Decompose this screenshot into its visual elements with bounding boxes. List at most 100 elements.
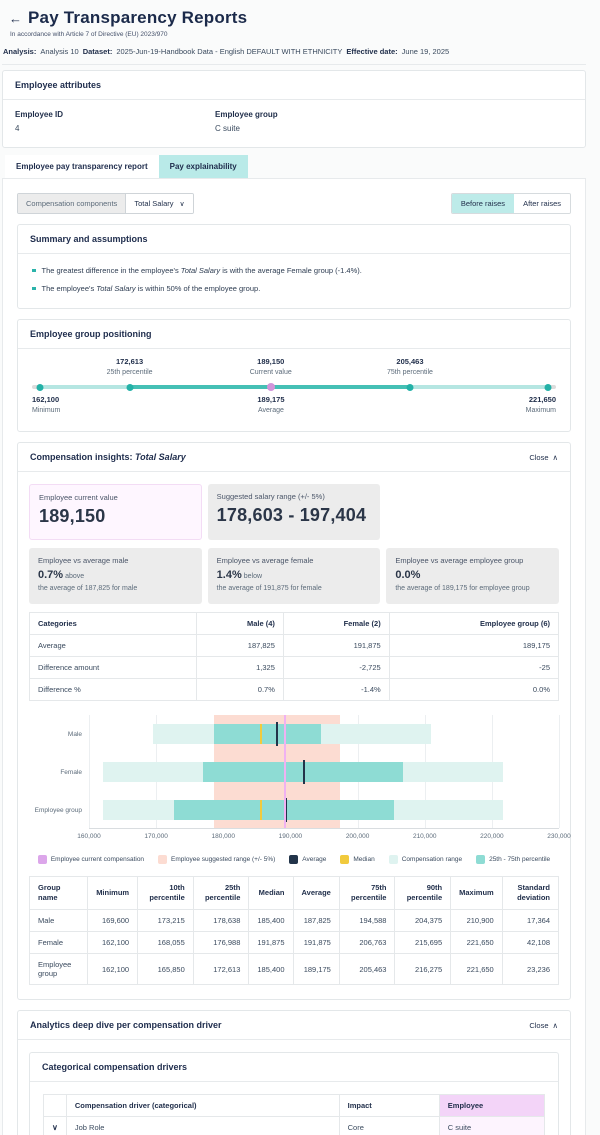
x-axis-tick-label: 210,000 xyxy=(412,833,437,840)
slider-marker-current: 189,150 Current value xyxy=(249,357,292,376)
table-cell: Female xyxy=(28,931,89,955)
effective-date-label: Effective date: xyxy=(346,47,398,56)
employee-current-value: 189,150 xyxy=(39,506,106,526)
before-raises-button[interactable]: Before raises xyxy=(451,194,515,213)
average-mark xyxy=(284,798,287,822)
tab-content-panel: Compensation components Total Salary ∨ B… xyxy=(2,178,586,1135)
x-axis-tick-label: 160,000 xyxy=(77,833,101,840)
employee-attributes-title: Employee attributes xyxy=(3,71,585,100)
after-raises-button[interactable]: After raises xyxy=(514,194,570,213)
expand-chevron-icon[interactable]: ∨ xyxy=(43,1116,67,1135)
table-cell: 17,364 xyxy=(501,909,560,933)
group-positioning-title: Employee group positioning xyxy=(18,320,570,349)
group-positioning-slider[interactable]: 172,613 25th percentile 189,150 Current val… xyxy=(32,357,556,419)
compensation-components-value: Total Salary xyxy=(134,199,174,208)
chart-row-female xyxy=(89,753,559,791)
column-header: Median xyxy=(248,875,294,911)
table-row: Difference % 0.7% -1.4% 0.0% xyxy=(29,678,560,701)
insights-close-button[interactable]: Close ∧ xyxy=(529,452,559,462)
table-cell: 168,055 xyxy=(137,931,194,955)
iqr-bar xyxy=(203,762,403,782)
dataset-label: Dataset: xyxy=(82,47,113,56)
median-mark xyxy=(259,800,262,820)
column-header: Group name xyxy=(28,875,89,911)
iqr-bar xyxy=(214,724,322,744)
table-cell: 173,215 xyxy=(137,909,194,933)
legend-swatch-icon xyxy=(340,855,350,864)
tab-pay-explainability[interactable]: Pay explainability xyxy=(158,155,248,178)
bullet-icon xyxy=(32,268,36,272)
table-cell: 185,400 xyxy=(248,909,294,933)
chevron-up-icon: ∧ xyxy=(552,452,559,462)
employee-value-cell: C suite xyxy=(438,1116,546,1135)
legend-swatch-icon xyxy=(289,855,299,864)
column-header: Male (4) xyxy=(195,612,284,635)
compensation-components-select[interactable]: Total Salary ∨ xyxy=(126,194,193,213)
chart-category-label: Male xyxy=(67,730,82,738)
page-header: ← Pay Transparency Reports In accordance… xyxy=(2,0,586,38)
bullet-icon xyxy=(32,286,36,290)
column-header: Minimum xyxy=(87,875,139,911)
slider-dot-min xyxy=(36,383,44,391)
table-cell: 221,650 xyxy=(450,953,503,986)
column-header: 10th percentile xyxy=(137,875,194,911)
employee-attributes-card: Employee attributes Employee ID 4 Employ… xyxy=(2,70,586,148)
raises-toggle: Before raises After raises xyxy=(450,193,571,214)
column-header: Maximum xyxy=(450,875,503,911)
compensation-distribution-chart: Male Female Employee group 160,000 170,000 1… xyxy=(29,715,571,864)
chart-x-axis: 160,000 170,000 180,000 190,000 200,000 210,0… xyxy=(77,829,571,843)
categorical-drivers-table: Compensation driver (categorical) Impact E… xyxy=(43,1094,546,1135)
table-cell: 172,613 xyxy=(192,953,250,986)
column-header: Female (2) xyxy=(282,612,390,635)
summary-bullet: The employee's Total Salary is within 50… xyxy=(32,284,558,293)
employee-group-value: C suite xyxy=(215,124,240,133)
driver-row: ∨ Job Role Core C suite xyxy=(43,1116,546,1135)
slider-marker-p25: 172,613 25th percentile xyxy=(106,357,153,376)
average-mark xyxy=(275,722,278,746)
table-cell: 191,875 xyxy=(292,931,340,955)
legend-swatch-icon xyxy=(476,855,486,864)
table-cell: 189,175 xyxy=(292,953,340,986)
column-header: 90th percentile xyxy=(394,875,452,911)
legend-swatch-icon xyxy=(388,855,398,864)
legend-item: Employee current compensation xyxy=(37,855,144,864)
effective-date-value: June 19, 2025 xyxy=(401,47,450,56)
employee-current-value-card: Employee current value 189,150 xyxy=(29,484,202,540)
driver-name-cell: Job Role xyxy=(65,1116,340,1135)
table-cell: 42,108 xyxy=(501,931,560,955)
legend-item: Employee suggested range (+/- 5%) xyxy=(158,855,275,864)
analysis-value: Analysis 10 xyxy=(40,47,79,56)
x-axis-tick-label: 230,000 xyxy=(547,833,571,840)
table-cell: 162,100 xyxy=(87,953,139,986)
report-tabs: Employee pay transparency report Pay exp… xyxy=(2,155,586,178)
dataset-value: 2025-Jun-19-Handbook Data - English DEFA… xyxy=(116,47,343,56)
table-row: Male 169,600 173,215 178,638 185,400 187,825 1… xyxy=(28,909,560,933)
x-axis-tick-label: 200,000 xyxy=(345,833,370,840)
slider-label-min: 162,100 Minimum xyxy=(32,395,61,414)
column-header: Average xyxy=(292,875,340,911)
table-cell: 176,988 xyxy=(192,931,250,955)
column-header: 25th percentile xyxy=(192,875,250,911)
slider-dot-current[interactable] xyxy=(266,383,275,391)
table-cell: 210,900 xyxy=(450,909,503,933)
median-mark xyxy=(259,724,262,744)
legend-item: 25th - 75th percentile xyxy=(476,855,550,864)
employee-vs-average-card: Employee vs average male 0.7% above the ave… xyxy=(29,548,202,604)
compensation-insights-card: Compensation insights: Total Salary Clos… xyxy=(17,442,571,1001)
table-cell: Difference amount xyxy=(29,656,197,679)
table-cell: 191,875 xyxy=(282,634,390,657)
analytics-close-button[interactable]: Close ∧ xyxy=(529,1020,558,1030)
back-arrow-icon[interactable]: ← xyxy=(9,10,22,26)
table-cell: 187,825 xyxy=(195,634,284,657)
summary-card: Summary and assumptions The greatest dif… xyxy=(17,224,571,309)
table-cell: 191,875 xyxy=(248,931,294,955)
group-statistics-table: Group name Minimum 10th percentile 25th per… xyxy=(28,875,560,986)
chart-category-label: Female xyxy=(60,768,82,776)
legend-item: Compensation range xyxy=(388,855,462,864)
chart-category-label: Employee group xyxy=(34,806,82,814)
table-cell: -2,725 xyxy=(282,656,390,679)
table-cell: -1.4% xyxy=(282,678,390,701)
table-cell: 204,375 xyxy=(394,909,452,933)
tab-employee-pay-transparency-report[interactable]: Employee pay transparency report xyxy=(5,155,159,178)
legend-swatch-icon xyxy=(37,855,47,864)
